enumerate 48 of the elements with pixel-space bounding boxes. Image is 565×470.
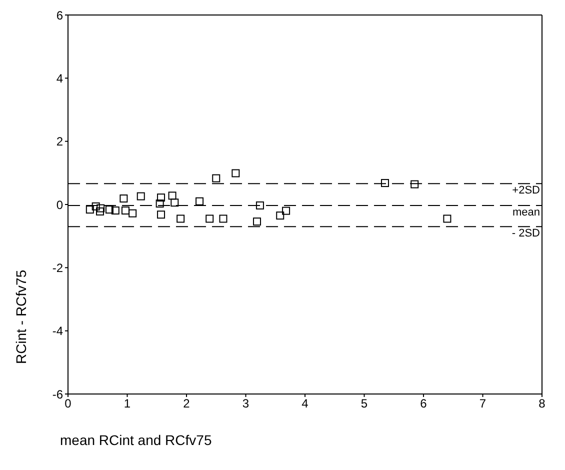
- point: [276, 212, 284, 220]
- point: [86, 206, 94, 214]
- x-tick-label: 5: [360, 396, 368, 411]
- point: [96, 207, 104, 216]
- y-axis-title: RCint - RCfv75: [13, 270, 29, 364]
- point: [443, 214, 452, 223]
- point: [92, 202, 100, 210]
- y-tick-label: 4: [56, 71, 64, 86]
- point: [121, 206, 130, 214]
- point: [170, 198, 179, 207]
- point: [111, 206, 120, 214]
- x-tick-label: 6: [420, 396, 428, 411]
- y-tick-label: -4: [52, 324, 64, 338]
- x-tick-label: 1: [124, 396, 131, 411]
- x-axis-title: mean RCint and RCfv75: [60, 432, 212, 448]
- point: [168, 192, 176, 200]
- point: [96, 204, 105, 212]
- point: [256, 201, 264, 210]
- point: [105, 206, 114, 214]
- point: [157, 210, 166, 219]
- ref-line-label: - 2SD: [512, 227, 540, 240]
- y-tick-label: -6: [52, 387, 64, 402]
- point: [196, 197, 204, 206]
- point: [156, 200, 164, 208]
- point: [232, 169, 240, 178]
- x-tick-label: 2: [183, 396, 190, 411]
- point: [212, 174, 220, 182]
- y-tick-label: 0: [56, 198, 64, 212]
- point: [206, 214, 214, 223]
- point: [157, 194, 166, 202]
- x-tick-label: 4: [302, 396, 309, 411]
- x-tick-label: 3: [242, 396, 250, 411]
- point: [282, 206, 290, 215]
- point: [219, 214, 228, 223]
- y-tick-label: -2: [52, 260, 64, 275]
- ref-line-label: +2SD: [512, 184, 540, 196]
- y-tick-label: 6: [56, 8, 64, 22]
- point: [128, 209, 137, 218]
- point: [253, 218, 262, 226]
- point: [120, 194, 128, 202]
- ref-line-label: mean: [512, 206, 540, 218]
- point: [136, 192, 145, 200]
- point: [410, 180, 419, 188]
- point: [380, 179, 389, 188]
- point: [176, 214, 185, 223]
- x-tick-label: 8: [538, 396, 546, 411]
- x-tick-label: 7: [479, 396, 486, 411]
- y-tick-label: 2: [56, 134, 64, 149]
